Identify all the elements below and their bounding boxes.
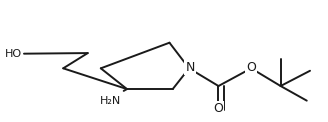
- Text: N: N: [185, 61, 195, 74]
- Text: O: O: [214, 102, 223, 115]
- Text: HO: HO: [5, 49, 22, 59]
- Text: H₂N: H₂N: [100, 96, 121, 106]
- Text: O: O: [246, 61, 256, 74]
